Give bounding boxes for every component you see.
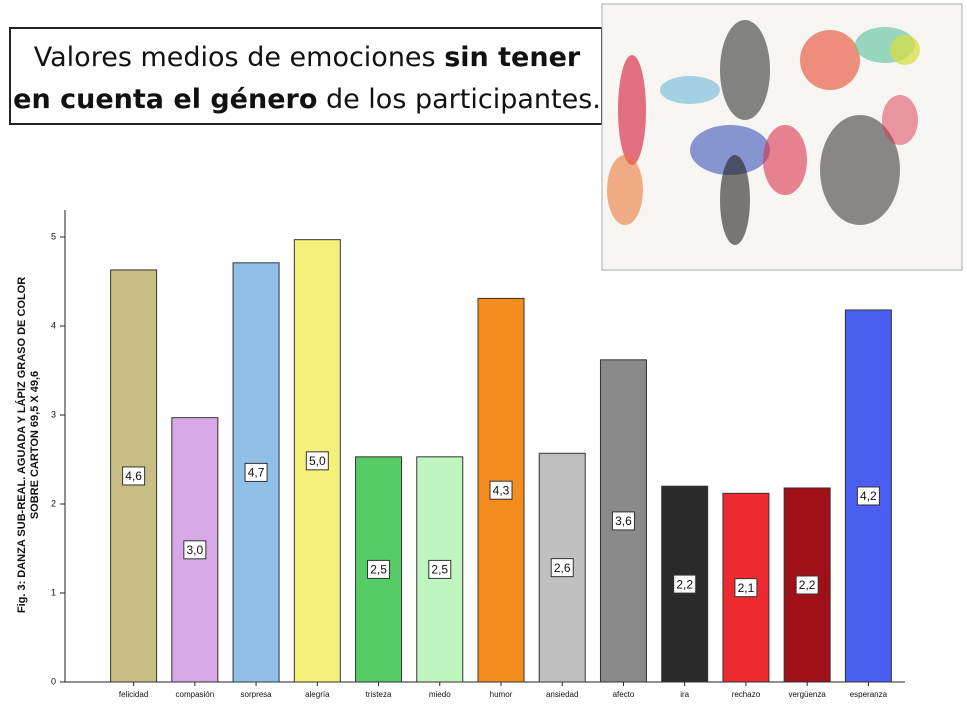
value-label-box	[367, 559, 391, 579]
y-tick-label: 0	[51, 676, 56, 686]
value-label-box	[122, 466, 146, 486]
y-tick-label: 5	[51, 231, 56, 241]
value-label-box	[856, 486, 880, 506]
y-tick-label: 3	[51, 409, 56, 419]
y-axis-title: Fig. 3: DANZA SUB-REAL. AGUADA Y LÁPIZ G…	[15, 277, 28, 613]
y-axis-title: SOBRE CARTON 69,5 X 49,6	[29, 371, 41, 519]
title-segment: sin tener	[444, 42, 581, 73]
value-label-box	[673, 574, 697, 594]
value-label-box	[244, 462, 268, 482]
value-label: 4,7	[248, 466, 265, 480]
x-tick-label: humor	[490, 690, 513, 699]
x-tick-label: ansiedad	[546, 690, 578, 699]
x-tick-label: compasión	[176, 690, 215, 699]
x-tick-label: alegría	[305, 690, 330, 699]
x-tick-label: tristeza	[366, 690, 392, 699]
x-tick-label: afecto	[613, 690, 635, 699]
value-label-box	[489, 480, 513, 500]
value-label-box	[795, 575, 819, 595]
value-label-box	[183, 540, 207, 560]
chart-title: en cuenta el género de los participantes…	[13, 84, 601, 115]
x-tick-label: esperanza	[850, 690, 888, 699]
y-tick-label: 1	[51, 587, 56, 597]
title-box	[9, 27, 603, 125]
value-label: 4,2	[860, 489, 877, 503]
value-label: 2,2	[676, 577, 693, 591]
value-label: 3,6	[615, 514, 632, 528]
x-tick-label: rechazo	[732, 690, 761, 699]
x-tick-label: sorpresa	[241, 690, 273, 699]
bar	[416, 456, 464, 683]
x-tick-label: vergüenza	[788, 690, 826, 699]
x-tick-label: ira	[680, 690, 689, 699]
painting	[601, 3, 963, 271]
value-label: 4,6	[125, 469, 142, 483]
value-label: 2,2	[799, 578, 816, 592]
value-label: 3,0	[187, 543, 204, 557]
title-segment: en cuenta el género	[13, 84, 317, 115]
bar	[477, 297, 525, 683]
value-label: 4,3	[493, 483, 510, 497]
value-label: 2,6	[554, 561, 571, 575]
x-tick-label: miedo	[429, 690, 451, 699]
value-label: 5,0	[309, 454, 326, 468]
y-tick-label: 2	[51, 498, 56, 508]
y-tick-label: 4	[51, 320, 56, 330]
value-label-box	[550, 558, 574, 578]
value-label-box	[611, 511, 635, 531]
value-label: 2,1	[738, 581, 755, 595]
value-label-box	[734, 578, 758, 598]
value-label: 2,5	[431, 563, 448, 577]
x-tick-label: felicidad	[119, 690, 148, 699]
title-segment: Valores medios de emociones	[34, 42, 444, 73]
title-segment: de los participantes.	[317, 84, 600, 115]
chart-title: Valores medios de emociones sin tener	[34, 42, 581, 73]
value-label-box	[428, 559, 452, 579]
value-label-box	[305, 451, 329, 471]
value-label: 2,5	[370, 563, 387, 577]
